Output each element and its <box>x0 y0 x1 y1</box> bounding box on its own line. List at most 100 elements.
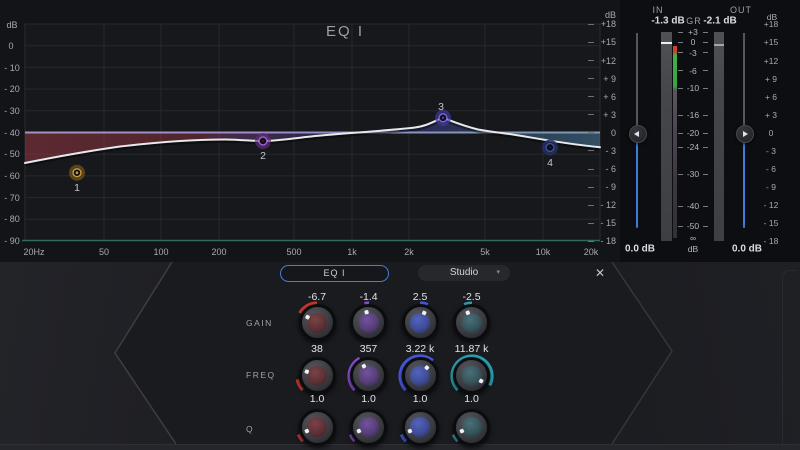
meter-scale-row: -50 <box>678 221 708 231</box>
eq-point-band-2[interactable] <box>255 133 271 149</box>
meter-scale-row: 0 <box>678 37 708 47</box>
out-fader-track-top[interactable] <box>743 33 745 126</box>
freq-axis-label: 200 <box>211 247 227 257</box>
out-axis-label: + 3 <box>764 109 778 120</box>
freq-axis-label: 20k <box>583 247 599 257</box>
gain-knob-band-2[interactable] <box>346 300 391 345</box>
in-meter-peak-tick <box>661 41 672 44</box>
tab-eq1[interactable]: EQ I <box>280 265 389 282</box>
out-axis-label: - 18 <box>763 236 779 246</box>
gain-knob-band-1[interactable] <box>295 300 339 345</box>
in-fader-track-top[interactable] <box>636 33 638 126</box>
knob-cap <box>461 365 482 386</box>
meter-scale-row: -20 <box>678 128 708 138</box>
meter-scale-row: -40 <box>678 201 708 211</box>
eq-curve <box>24 116 601 164</box>
freq-axis-label: 20Hz <box>23 247 45 257</box>
preset-label: Studio <box>449 267 479 278</box>
left-axis-label: 0 <box>8 41 14 51</box>
q-knob-band-3[interactable] <box>398 405 442 449</box>
meter-scale-row: dB <box>687 243 699 254</box>
freq-axis-label: 10k <box>535 247 551 257</box>
knob-cap <box>307 365 327 386</box>
right-axis-row: - 6 <box>588 164 616 174</box>
meter-scale-row: ∞ <box>689 232 697 243</box>
out-axis-label: +18 <box>763 19 779 29</box>
out-axis-label: +15 <box>763 37 779 47</box>
right-axis-row: dB <box>604 10 616 20</box>
q-knob-band-1[interactable] <box>295 405 339 449</box>
eq-point-band-4[interactable] <box>542 139 558 156</box>
freq-axis-label: 1k <box>347 247 357 257</box>
in-fader-track[interactable] <box>635 141 639 228</box>
in-fader-handle[interactable] <box>629 125 647 143</box>
eq-point-band-3[interactable] <box>435 109 451 126</box>
freq-knob-band-1[interactable] <box>295 353 339 398</box>
meter-scale-row: +3 <box>678 27 708 37</box>
left-axis-label: - 60 <box>4 171 20 181</box>
left-axis-label: - 70 <box>4 192 20 203</box>
freq-axis-label: 500 <box>286 247 302 257</box>
q-knob-band-4[interactable] <box>449 405 494 449</box>
eq-point-band-1[interactable] <box>69 164 85 181</box>
knob-body <box>401 357 439 394</box>
out-label: OUT <box>730 5 752 15</box>
right-axis-row: +12 <box>588 56 616 66</box>
in-fader-value: 0.0 dB <box>624 243 656 255</box>
in-peak-value: -1.3 dB <box>651 15 685 27</box>
out-axis-label: + 9 <box>764 73 778 84</box>
band-2-number: 2 <box>260 150 266 162</box>
panel-right-plate-edge <box>782 270 797 446</box>
eq-curve-display: 1 2 3 4 <box>22 23 601 242</box>
right-axis-row: 0 <box>588 128 616 138</box>
band-1-number: 1 <box>74 182 80 194</box>
q-knob-band-2[interactable] <box>346 405 391 449</box>
knob-body <box>401 408 439 446</box>
preset-dropdown[interactable]: Studio ▾ <box>418 265 510 281</box>
out-fader-track[interactable] <box>742 141 746 228</box>
gr-value: -2.1 dB <box>703 15 737 27</box>
out-axis-label: - 15 <box>763 218 779 228</box>
left-axis-label: - 30 <box>4 106 20 116</box>
out-axis-label: - 6 <box>766 164 776 174</box>
chevron-down-icon: ▾ <box>496 269 500 276</box>
freq-knob-band-2[interactable] <box>346 353 391 398</box>
freq-value-band-2: 357 <box>359 343 378 355</box>
gain-knob-band-4[interactable] <box>449 300 494 345</box>
in-meter-level <box>672 46 677 238</box>
right-axis-row: - 9 <box>588 182 616 192</box>
gr-label: GR <box>686 16 702 26</box>
meter-scale-row: -3 <box>678 48 708 58</box>
panel-bottom-strip <box>0 444 800 450</box>
gain-value-band-4: -2.5 <box>462 291 481 303</box>
in-meter-bar <box>661 32 672 241</box>
meter-scale-row: -30 <box>678 169 708 179</box>
out-axis-label: - 12 <box>763 200 779 210</box>
gain-value-band-2: -1.4 <box>359 291 378 303</box>
knob-cap <box>461 312 482 333</box>
close-button[interactable]: ✕ <box>594 266 606 280</box>
q-row-label: Q <box>246 424 255 434</box>
freq-knob-band-3[interactable] <box>398 353 442 398</box>
out-axis-label: +12 <box>763 55 779 66</box>
eq-band-fill <box>25 117 600 163</box>
meter-scale-row: -24 <box>678 142 708 152</box>
fader-arrow-left-icon <box>634 130 639 137</box>
knob-body <box>298 408 336 446</box>
knob-cap <box>410 417 430 437</box>
right-axis-row: - 18 <box>588 236 616 246</box>
gain-value-band-3: 2.5 <box>412 291 428 303</box>
knob-cap <box>358 312 379 333</box>
knob-body <box>298 357 336 394</box>
out-fader-handle[interactable] <box>736 125 754 143</box>
freq-axis-label: 5k <box>480 247 490 257</box>
freq-knob-band-4[interactable] <box>449 353 494 398</box>
eq-curve-shadow <box>24 117 601 167</box>
left-axis-label: - 40 <box>4 127 20 138</box>
gain-knob-band-3[interactable] <box>398 300 442 345</box>
gain-row-label: GAIN <box>246 318 273 328</box>
right-axis-row: + 6 <box>588 92 616 102</box>
panel-facet-edges <box>114 262 673 445</box>
knob-cap <box>358 365 379 386</box>
